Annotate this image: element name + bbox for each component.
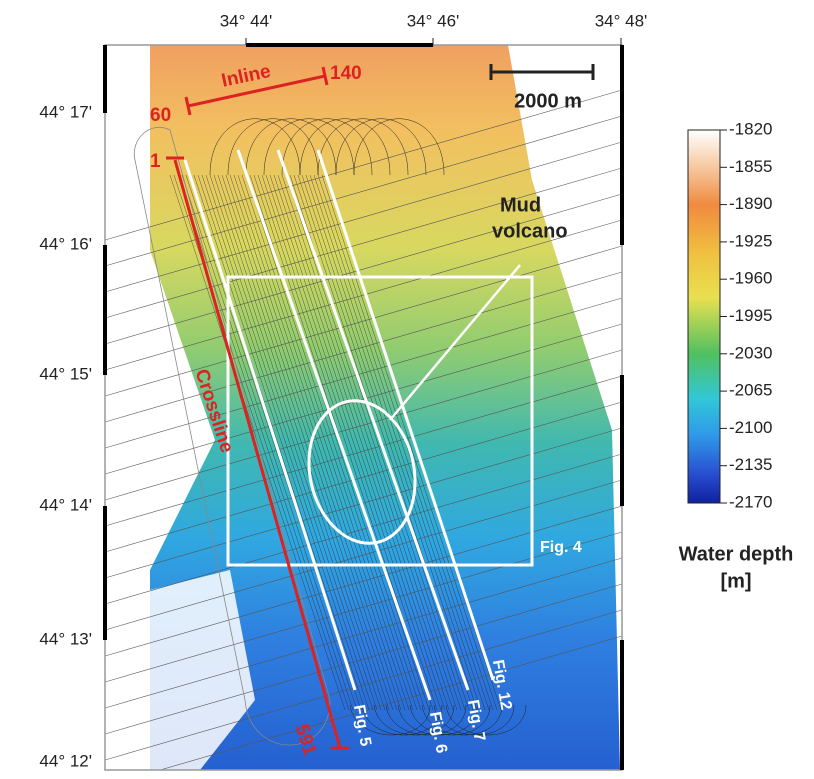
colorbar bbox=[688, 130, 720, 503]
lat-label: 44° 13' bbox=[39, 629, 92, 648]
lat-label: 44° 12' bbox=[39, 751, 92, 770]
colorbar-tick-label: -2170 bbox=[729, 492, 772, 511]
inline-start: 60 bbox=[150, 105, 171, 126]
lat-label: 44° 14' bbox=[39, 495, 92, 514]
colorbar-tick-label: -1960 bbox=[729, 269, 772, 288]
box-label: Fig. 4 bbox=[540, 539, 582, 556]
colorbar-tick-label: -2065 bbox=[729, 381, 772, 400]
scale-label: 2000 m bbox=[514, 90, 582, 112]
map-area bbox=[105, 45, 622, 774]
lat-label: 44° 15' bbox=[39, 364, 92, 383]
lon-label: 34° 44' bbox=[220, 11, 273, 30]
lat-label: 44° 17' bbox=[39, 102, 92, 121]
inline-end: 140 bbox=[330, 63, 362, 84]
lat-label: 44° 16' bbox=[39, 234, 92, 253]
colorbar-title: [m] bbox=[720, 570, 751, 592]
annotation: Mud bbox=[500, 194, 541, 216]
colorbar-tick-label: -1820 bbox=[729, 119, 772, 138]
annotation: volcano bbox=[492, 220, 568, 242]
colorbar-title: Water depth bbox=[679, 543, 794, 565]
crossline-start: 1 bbox=[150, 151, 161, 172]
colorbar-tick-label: -2030 bbox=[729, 343, 772, 362]
map-figure: 2000 m Inline 60 140 1 Crossline 591 Mud… bbox=[0, 0, 814, 774]
colorbar-tick-label: -1890 bbox=[729, 194, 772, 213]
colorbar-tick-label: -1855 bbox=[729, 157, 772, 176]
colorbar-tick-label: -2135 bbox=[729, 455, 772, 474]
lon-label: 34° 48' bbox=[595, 11, 648, 30]
lon-label: 34° 46' bbox=[407, 11, 460, 30]
colorbar-tick-label: -1925 bbox=[729, 231, 772, 250]
colorbar-tick-label: -2100 bbox=[729, 418, 772, 437]
colorbar-tick-label: -1995 bbox=[729, 306, 772, 325]
